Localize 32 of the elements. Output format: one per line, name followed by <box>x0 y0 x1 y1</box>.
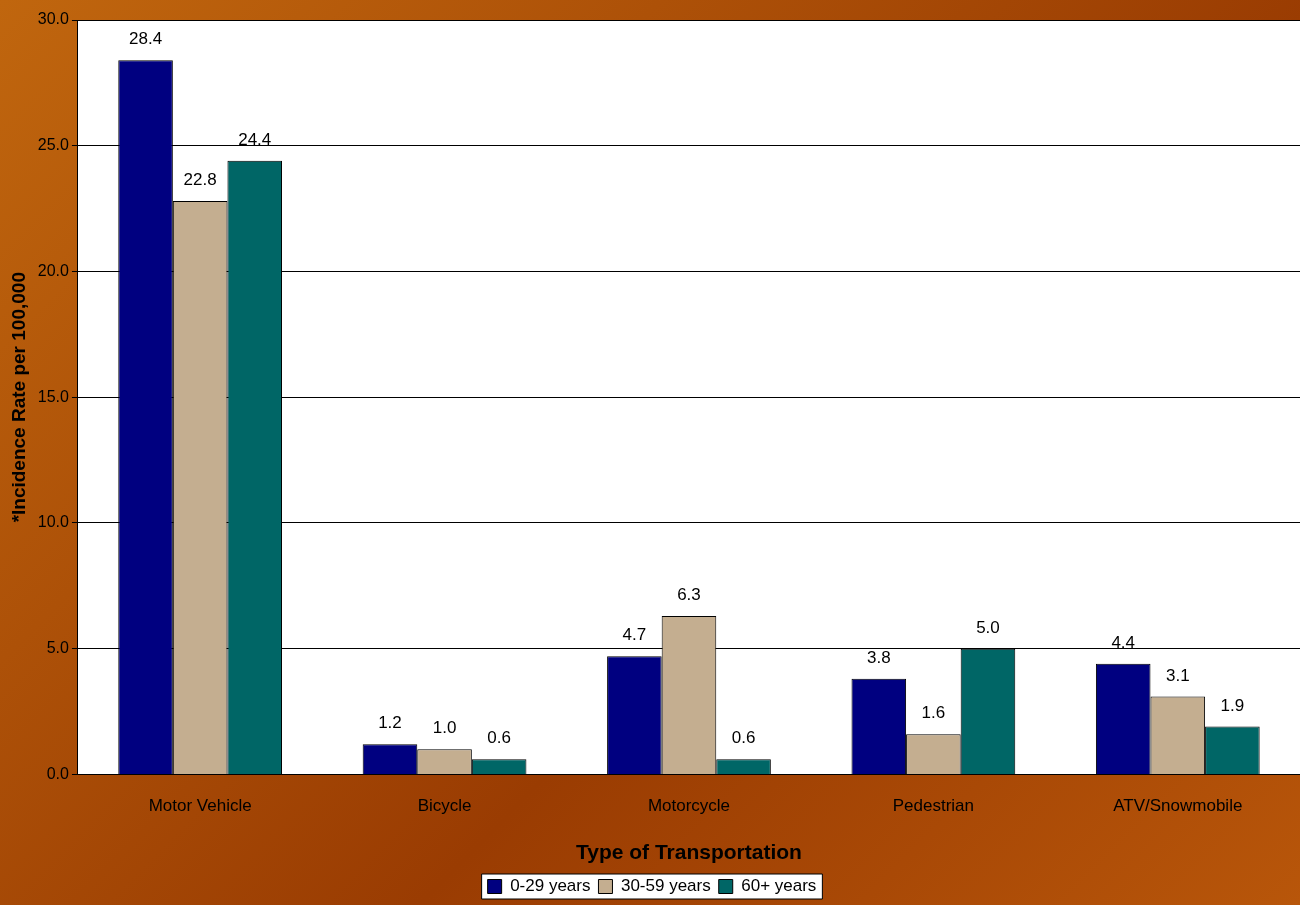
y-axis-title: *Incidence Rate per 100,000 <box>7 272 29 523</box>
data-label: 1.6 <box>921 703 946 723</box>
data-label: 1.9 <box>1220 695 1245 715</box>
data-label: 5.0 <box>976 617 1000 637</box>
data-label: 6.3 <box>677 585 701 605</box>
legend-label: 30-59 years <box>620 876 711 896</box>
data-label: 1.0 <box>432 718 457 738</box>
y-tick-label: 20.0 <box>37 261 70 279</box>
x-tick-label: Bicycle <box>417 796 472 816</box>
y-tick-label: 0.0 <box>46 764 70 782</box>
data-label: 22.8 <box>183 170 217 190</box>
x-tick-label: Motor Vehicle <box>148 796 252 816</box>
x-axis-title: Type of Transportation <box>575 840 802 864</box>
data-label: 0.6 <box>487 728 511 748</box>
legend-label: 60+ years <box>741 876 817 896</box>
data-label: 4.7 <box>622 625 647 645</box>
data-label: 1.2 <box>378 713 402 733</box>
data-label: 4.4 <box>1111 632 1136 652</box>
data-label: 3.8 <box>866 648 891 668</box>
x-tick-label: ATV/Snowmobile <box>1113 796 1243 816</box>
x-tick-label: Motorcycle <box>647 796 731 816</box>
data-label: 24.4 <box>238 130 272 150</box>
y-tick-label: 10.0 <box>37 513 70 531</box>
y-tick-label: 25.0 <box>37 136 70 154</box>
x-tick-label: Pedestrian <box>892 796 975 816</box>
data-label: 28.4 <box>129 29 163 49</box>
data-label: 3.1 <box>1165 665 1190 685</box>
legend-label: 0-29 years <box>510 876 591 896</box>
y-tick-label: 5.0 <box>46 639 70 657</box>
y-tick-label: 15.0 <box>37 387 70 405</box>
y-tick-label: 30.0 <box>37 10 70 28</box>
data-label: 0.6 <box>731 728 756 748</box>
